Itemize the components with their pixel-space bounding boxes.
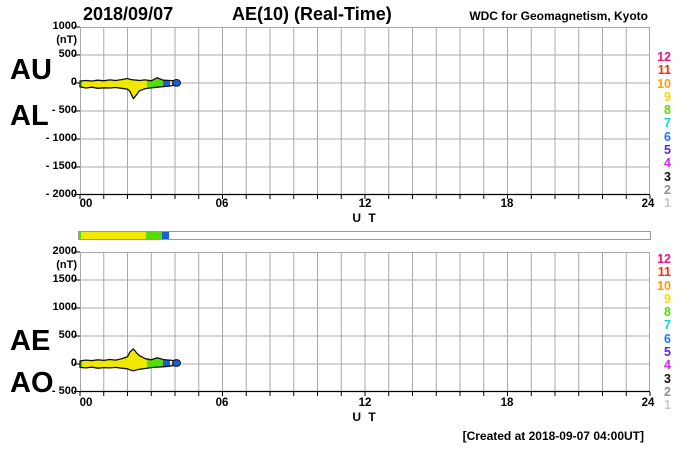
station-count-item: 2	[664, 182, 671, 197]
station-count-item: 9	[664, 291, 671, 306]
y-tick-label: 2000	[52, 245, 77, 257]
y-tick-label: - 2000	[45, 188, 77, 200]
station-count-item: 7	[664, 116, 671, 131]
station-count-item: 5	[664, 345, 671, 360]
au-index-label: AU	[10, 54, 52, 86]
x-tick-label: 12	[358, 198, 372, 210]
station-count-item: 8	[664, 103, 671, 118]
ae-index-label: AE	[10, 325, 51, 357]
x-axis-title: U T	[352, 410, 378, 424]
al-index-label: AL	[10, 100, 49, 132]
station-count-item: 12	[657, 252, 671, 266]
x-tick-label: 06	[215, 397, 229, 409]
date-title: 2018/09/07	[83, 4, 174, 24]
x-tick-label: 24	[641, 198, 655, 210]
x-tick-label: 12	[358, 397, 372, 409]
y-tick-label: - 500	[51, 104, 77, 116]
created-timestamp-label: [Created at 2018-09-07 04:00UT]	[462, 429, 644, 443]
station-count-scale: 12 11 10 9 8 7 6 5 4 3 2 1	[649, 252, 671, 413]
station-count-item: 11	[657, 63, 671, 78]
x-axis-title: U T	[352, 211, 378, 225]
station-count-item: 6	[664, 331, 671, 346]
availability-segment	[79, 232, 82, 239]
y-tick-label: 500	[58, 48, 77, 60]
station-count-item: 12	[657, 50, 671, 64]
data-availability-bar	[78, 231, 651, 240]
x-tick-label: 06	[215, 198, 229, 210]
y-axis-unit: (nT)	[56, 34, 77, 46]
y-tick-label: 1000	[52, 20, 77, 32]
station-count-item: 1	[664, 398, 671, 413]
station-count-item: 3	[664, 371, 671, 386]
station-count-item: 10	[657, 76, 671, 91]
bottom-chart-ae-ao	[74, 251, 651, 396]
x-tick-label: 00	[79, 397, 93, 409]
ao-index-label: AO	[10, 367, 54, 399]
station-count-item: 10	[657, 278, 671, 293]
y-tick-label: 500	[58, 329, 77, 341]
station-count-item: 2	[664, 384, 671, 399]
top-chart-au-al	[74, 26, 651, 199]
y-axis-unit: (nT)	[56, 259, 77, 271]
station-count-scale: 12 11 10 9 8 7 6 5 4 3 2 1	[649, 50, 671, 211]
x-tick-label: 24	[641, 397, 655, 409]
y-tick-label: - 1000	[45, 132, 77, 144]
y-tick-label: 1500	[52, 273, 77, 285]
station-count-item: 5	[664, 143, 671, 158]
station-count-item: 4	[664, 156, 671, 171]
station-count-item: 3	[664, 169, 671, 184]
x-tick-label: 18	[500, 198, 514, 210]
y-tick-label: 0	[70, 357, 77, 369]
availability-segment	[81, 232, 146, 239]
station-count-item: 9	[664, 89, 671, 104]
availability-segment	[146, 232, 162, 239]
source-label: WDC for Geomagnetism, Kyoto	[469, 9, 648, 23]
station-count-item: 4	[664, 358, 671, 373]
station-count-item: 7	[664, 318, 671, 333]
y-tick-label: 0	[70, 76, 77, 88]
station-count-item: 6	[664, 129, 671, 144]
y-tick-label: - 1500	[45, 160, 77, 172]
station-count-item: 8	[664, 305, 671, 320]
station-count-item: 1	[664, 196, 671, 211]
x-tick-label: 18	[500, 397, 514, 409]
y-tick-label: 1000	[52, 301, 77, 313]
x-tick-label: 00	[79, 198, 93, 210]
page-title: AE(10) (Real-Time)	[232, 4, 392, 24]
y-tick-label: - 500	[51, 385, 77, 397]
station-count-item: 11	[657, 265, 671, 280]
availability-segment	[161, 232, 169, 239]
